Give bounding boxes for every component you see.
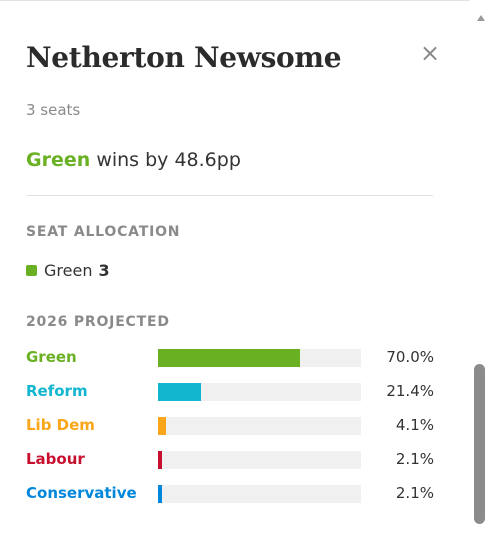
projection-bar-track (158, 417, 361, 435)
allocation-party: Green (44, 261, 93, 280)
close-icon[interactable]: × (420, 39, 441, 67)
party-name: Green (26, 348, 77, 366)
party-swatch (26, 265, 37, 276)
party-name: Labour (26, 450, 85, 468)
scrollbar-thumb[interactable] (474, 364, 485, 524)
result-summary: Green wins by 48.6pp (26, 149, 241, 171)
projection-row: Conservative 2.1% (26, 482, 434, 506)
projection-row: Labour 2.1% (26, 448, 434, 472)
projection-bar (158, 485, 163, 503)
scrollbar[interactable] (470, 0, 493, 532)
projection-row: Lib Dem 4.1% (26, 414, 434, 438)
projection-bar (158, 451, 163, 469)
projection-bar (158, 417, 167, 435)
party-name: Reform (26, 382, 88, 400)
projection-percentage: 2.1% (395, 450, 434, 468)
projection-percentage: 21.4% (386, 382, 434, 400)
seat-count: 3 seats (26, 101, 81, 119)
winner-party: Green (26, 149, 91, 171)
seat-allocation-item: Green 3 (26, 261, 110, 280)
projection-bar-track (158, 485, 361, 503)
page-title: Netherton Newsome (26, 41, 342, 74)
seat-allocation-heading: SEAT ALLOCATION (26, 224, 181, 240)
projection-bar (158, 349, 301, 367)
projection-bar-track (158, 349, 361, 367)
projection-percentage: 2.1% (395, 484, 434, 502)
allocation-seats: 3 (98, 261, 110, 280)
projection-row: Reform 21.4% (26, 380, 434, 404)
projection-percentage: 70.0% (386, 348, 434, 366)
projection-bar-track (158, 383, 361, 401)
projection-row: Green 70.0% (26, 346, 434, 370)
party-name: Lib Dem (26, 416, 95, 434)
projection-percentage: 4.1% (395, 416, 434, 434)
party-name: Conservative (26, 484, 137, 502)
constituency-panel: Netherton Newsome × 3 seats Green wins b… (0, 0, 470, 506)
projection-bar-track (158, 451, 361, 469)
scroll-up-icon[interactable] (477, 15, 485, 21)
result-margin: wins by 48.6pp (96, 149, 241, 171)
projection-bar (158, 383, 202, 401)
divider (26, 195, 433, 196)
projected-heading: 2026 PROJECTED (26, 314, 170, 330)
